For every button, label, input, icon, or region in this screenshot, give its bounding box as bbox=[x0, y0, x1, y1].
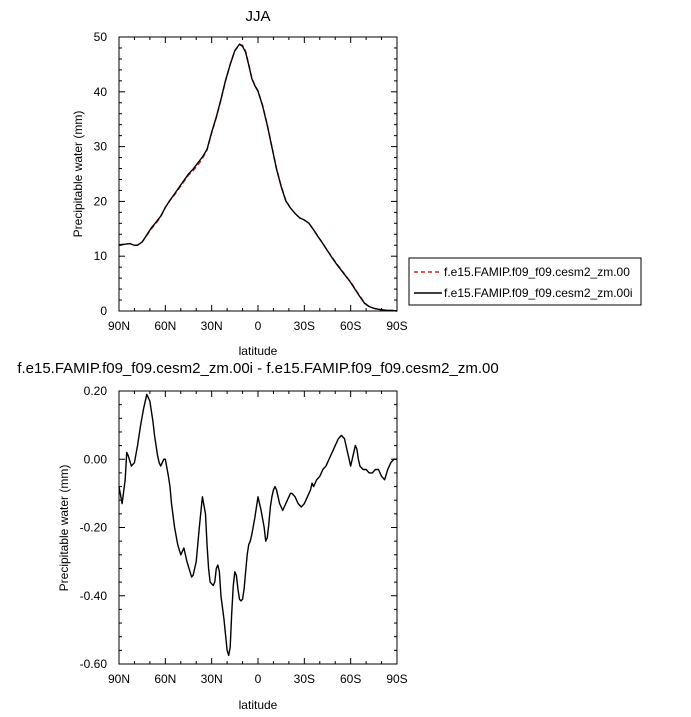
y-tick-label: 10 bbox=[94, 249, 108, 263]
y-tick-label: 20 bbox=[94, 194, 108, 208]
x-tick-label: 90N bbox=[108, 319, 130, 333]
x-tick-label: 0 bbox=[255, 672, 262, 686]
y-tick-label: 0 bbox=[100, 304, 107, 318]
legend-box bbox=[408, 257, 642, 306]
x-tick-label: 90N bbox=[108, 672, 130, 686]
series-layer bbox=[118, 393, 397, 657]
y-axis-label: Precipitable water (mm) bbox=[71, 111, 85, 238]
series-line-1 bbox=[118, 43, 398, 312]
legend-entry-0: f.e15.FAMIP.f09_f09.cesm2_zm.00 bbox=[444, 265, 630, 279]
x-tick-label: 60S bbox=[340, 672, 361, 686]
panel-title: f.e15.FAMIP.f09_f09.cesm2_zm.00i - f.e15… bbox=[17, 360, 498, 377]
y-tick-label: 0.20 bbox=[84, 384, 108, 398]
x-tick-label: 90S bbox=[386, 672, 407, 686]
panel-title: JJA bbox=[245, 8, 270, 25]
x-axis-label: latitude bbox=[239, 344, 278, 358]
x-tick-label: 60N bbox=[154, 672, 176, 686]
y-ticks: 0 10 20 30 40 50 bbox=[94, 30, 397, 318]
y-tick-label: 0.00 bbox=[84, 452, 108, 466]
y-axis-label: Precipitable water (mm) bbox=[57, 465, 71, 592]
x-ticks: 90N 60N 30N 0 30S 60S 90S bbox=[108, 391, 408, 686]
x-tick-label: 30N bbox=[201, 672, 223, 686]
plot-frame bbox=[118, 390, 398, 665]
y-tick-label: 40 bbox=[94, 85, 108, 99]
legend-entry-1: f.e15.FAMIP.f09_f09.cesm2_zm.00i bbox=[444, 286, 633, 300]
plot-frame bbox=[118, 36, 398, 312]
legend: f.e15.FAMIP.f09_f09.cesm2_zm.00 f.e15.FA… bbox=[408, 257, 642, 306]
y-tick-label: 30 bbox=[94, 140, 108, 154]
x-tick-label: 0 bbox=[255, 319, 262, 333]
series-line-0 bbox=[118, 393, 397, 657]
difference-panel: f.e15.FAMIP.f09_f09.cesm2_zm.00i - f.e15… bbox=[17, 360, 498, 712]
y-tick-label: -0.40 bbox=[80, 589, 108, 603]
precipitable-water-panel: JJA latitude Precipitable water (mm) 90N… bbox=[71, 8, 642, 358]
series-layer bbox=[118, 43, 398, 312]
x-ticks: 90N 60N 30N 0 30S 60S 90S bbox=[108, 37, 408, 333]
x-tick-label: 30S bbox=[294, 319, 315, 333]
y-ticks: -0.60 -0.40 -0.20 0.00 0.20 bbox=[80, 384, 397, 671]
x-tick-label: 60S bbox=[340, 319, 361, 333]
x-tick-label: 30S bbox=[294, 672, 315, 686]
x-axis-label: latitude bbox=[239, 698, 278, 712]
x-tick-label: 30N bbox=[201, 319, 223, 333]
y-tick-label: -0.20 bbox=[80, 521, 108, 535]
y-tick-label: -0.60 bbox=[80, 657, 108, 671]
x-tick-label: 60N bbox=[154, 319, 176, 333]
x-tick-label: 90S bbox=[386, 319, 407, 333]
series-line-0 bbox=[118, 43, 398, 312]
y-tick-label: 50 bbox=[94, 30, 108, 44]
